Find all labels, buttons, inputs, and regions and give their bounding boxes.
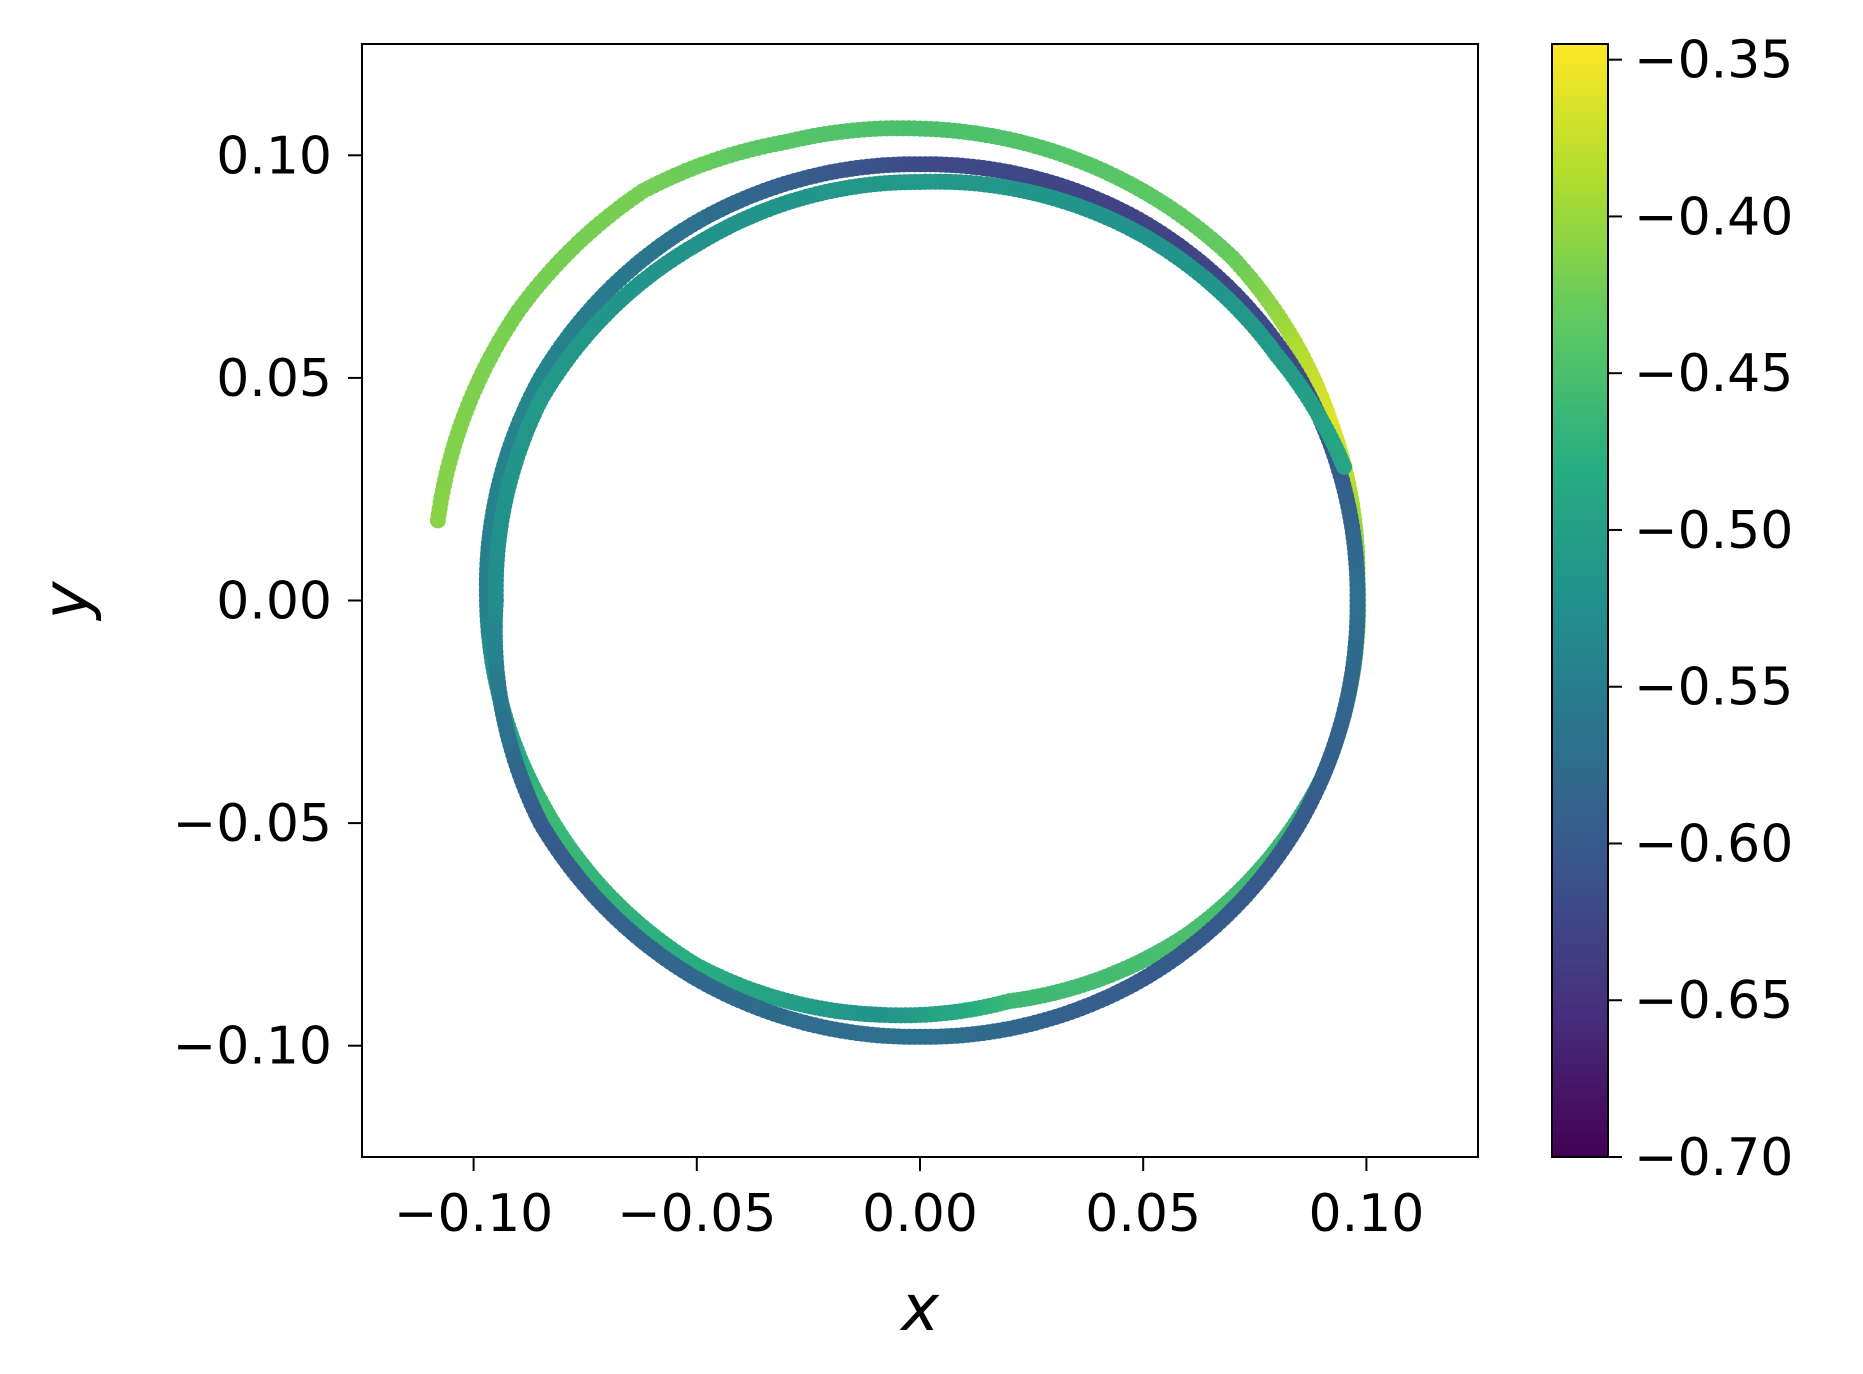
colorbar-gradient [1551,43,1609,1158]
plot-background [362,44,1478,1157]
colorbar-tick-label: −0.45 [1634,344,1793,404]
colorbar: −0.70 −0.65 −0.60 −0.55 −0.50 −0.45 −0.40 −0.35 [1551,31,1793,1188]
y-tick-label: 0.10 [216,126,332,186]
colorbar-tick-label: −0.70 [1634,1128,1793,1188]
y-axis: −0.10 −0.05 0.00 0.05 0.10 [173,126,362,1077]
colorbar-tick-label: −0.55 [1634,658,1793,718]
x-tick-label: 0.10 [1309,1184,1425,1244]
plot-frame [361,43,1479,1158]
x-tick-label: −0.05 [617,1184,776,1244]
x-axis-title: x [899,1272,940,1346]
y-tick-label: −0.05 [173,794,332,854]
x-tick-label: −0.10 [394,1184,553,1244]
trajectory-point [1336,458,1353,475]
y-tick-label: 0.05 [216,349,332,409]
trajectory-points [429,120,1367,1045]
x-axis: −0.10 −0.05 0.00 0.05 0.10 [394,1157,1424,1244]
colorbar-tick-label: −0.60 [1634,814,1793,874]
plot-area [362,44,1478,1157]
colorbar-tick-label: −0.50 [1634,501,1793,561]
x-tick-label: 0.00 [862,1184,978,1244]
colorbar-tick-label: −0.40 [1634,187,1793,247]
x-tick-label: 0.05 [1085,1184,1201,1244]
y-axis-title: y [30,580,104,621]
colorbar-tick-label: −0.65 [1634,971,1793,1031]
y-tick-label: 0.00 [216,572,332,632]
y-tick-label: −0.10 [173,1017,332,1077]
colorbar-tick-label: −0.35 [1634,31,1793,91]
